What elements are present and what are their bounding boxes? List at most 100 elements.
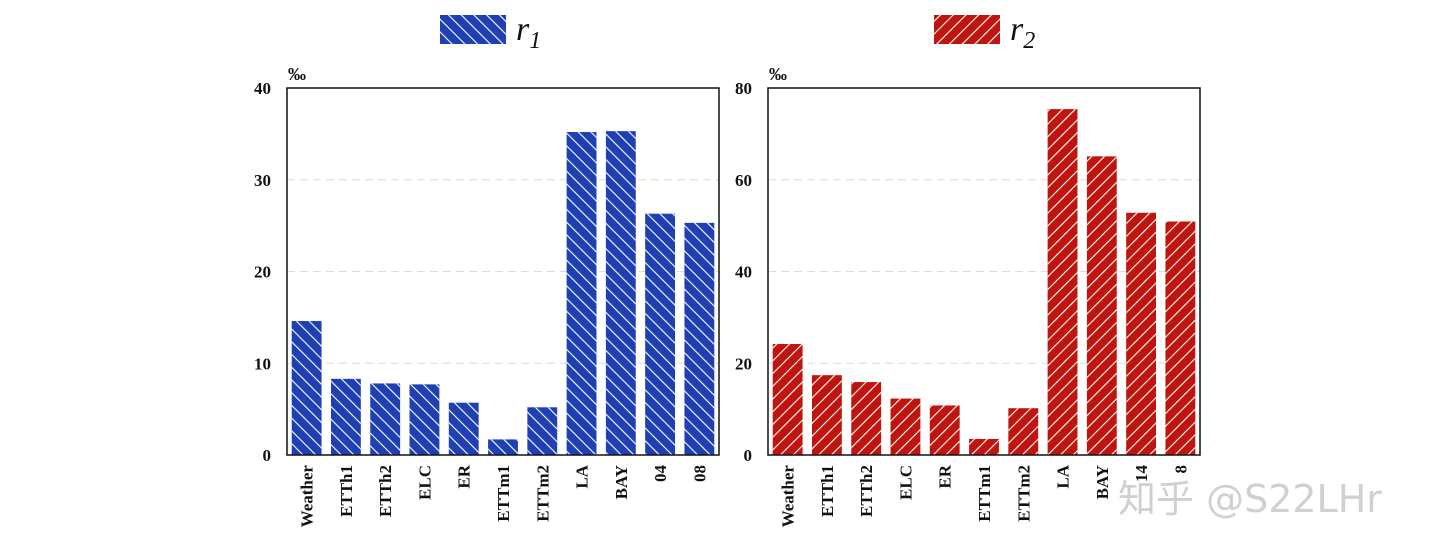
chart-r2-bar bbox=[1165, 221, 1196, 455]
chart-r1-bar-hatch bbox=[448, 402, 479, 455]
chart-r1-frame bbox=[286, 87, 720, 456]
chart-r1-xtick-label: ETTm1 bbox=[494, 465, 513, 522]
chart-r1-xtick-label: LA bbox=[573, 464, 592, 488]
chart-r2-bar bbox=[929, 405, 960, 455]
chart-r1-bar-hatch bbox=[684, 222, 715, 455]
chart-r2-xtick-label: 14 bbox=[1132, 465, 1151, 483]
chart-r1-grid bbox=[287, 179, 719, 364]
chart-r1-bar-hatch bbox=[527, 407, 558, 455]
chart-r1-bar-hatch bbox=[291, 321, 322, 455]
watermark: 知乎 @S22LHr bbox=[1118, 477, 1382, 521]
chart-r2-ytick-label: 40 bbox=[735, 263, 752, 282]
chart-r2-ytick-label: 60 bbox=[735, 171, 752, 190]
chart-r1-bar bbox=[684, 222, 715, 455]
legend-label-r1-base: r bbox=[516, 11, 530, 48]
chart-r2: 0 20 40 60 80 Weather ETTh1 ETTh2 ELC ER ETTm1 ETT… bbox=[735, 64, 1201, 527]
chart-r1-bar bbox=[605, 131, 636, 455]
chart-r1-xtick-label: BAY bbox=[612, 465, 631, 499]
chart-r1-xtick-label: ETTh1 bbox=[337, 465, 356, 517]
chart-r2-bar bbox=[969, 438, 999, 455]
chart-r1-xticks: Weather ETTh1 ETTh2 ELC ER ETTm1 ETTm2 LA BAY 04 0… bbox=[298, 464, 710, 527]
chart-r1-xtick-label: 08 bbox=[690, 465, 709, 482]
legend-swatch-r1-hatch bbox=[440, 15, 506, 44]
chart-r1-bar-hatch bbox=[605, 131, 636, 455]
chart-r1-ytick-label: 20 bbox=[254, 263, 271, 282]
chart-r2-bars bbox=[772, 109, 1196, 455]
chart-r1-bar bbox=[448, 402, 479, 455]
chart-r1-bar-hatch bbox=[645, 213, 676, 455]
chart-r2-bar bbox=[851, 382, 882, 455]
chart-r2-bar bbox=[890, 398, 921, 455]
chart-r1-xtick-label: ETTm2 bbox=[533, 465, 552, 522]
chart-r1-bar bbox=[370, 383, 401, 455]
chart-r2-bar-hatch bbox=[811, 375, 842, 455]
chart-r2-unit-label: ‰ bbox=[769, 64, 787, 84]
chart-r2-bar bbox=[1047, 109, 1078, 455]
chart-r2-bar-hatch bbox=[772, 343, 803, 455]
chart-r2-bar bbox=[811, 375, 842, 455]
chart-r2-ytick-label: 0 bbox=[744, 446, 753, 465]
chart-r1-unit-label: ‰ bbox=[288, 64, 306, 84]
chart-r2-bar-hatch bbox=[929, 405, 960, 455]
chart-r1-ytick-label: 40 bbox=[254, 79, 271, 98]
chart-r2-bar-hatch bbox=[851, 382, 882, 455]
chart-r2-bar-hatch bbox=[1086, 156, 1117, 455]
legend: r1 r2 bbox=[440, 11, 1035, 54]
chart-r2-xtick-label: ETTm1 bbox=[975, 465, 994, 522]
chart-r2-xtick-label: ETTm2 bbox=[1014, 465, 1033, 522]
chart-r2-xtick-label: 8 bbox=[1171, 465, 1190, 474]
chart-r2-ytick-label: 80 bbox=[735, 79, 752, 98]
legend-item-r1: r1 bbox=[440, 11, 541, 54]
chart-r1-bar-hatch bbox=[370, 383, 401, 455]
chart-r1-bar bbox=[488, 439, 518, 455]
chart-r2-bar-hatch bbox=[969, 438, 999, 455]
chart-r2-bar bbox=[772, 343, 803, 455]
legend-item-r2: r2 bbox=[934, 11, 1035, 54]
legend-label-r2-base: r bbox=[1010, 11, 1024, 48]
chart-r1-xtick-label: ER bbox=[455, 464, 474, 488]
chart-r1-xtick-label: ELC bbox=[415, 465, 434, 500]
chart-r2-bar-hatch bbox=[890, 398, 921, 455]
chart-r1: 0 10 20 30 40 Weather ETTh1 ETTh2 ELC ER ETTm1 ETT… bbox=[254, 64, 720, 527]
chart-r1-ytick-label: 30 bbox=[254, 171, 271, 190]
chart-r2-xtick-label: ETTh1 bbox=[818, 465, 837, 517]
chart-r1-bar bbox=[409, 384, 440, 455]
chart-r2-bar bbox=[1086, 156, 1117, 455]
chart-r1-bar bbox=[291, 321, 322, 455]
chart-r1-xtick-label: ETTh2 bbox=[376, 465, 395, 517]
chart-r2-yticks: 0 20 40 60 80 bbox=[735, 79, 752, 465]
chart-r1-bar bbox=[330, 378, 361, 455]
chart-r2-bar bbox=[1008, 408, 1039, 455]
chart-r1-bar bbox=[645, 213, 676, 455]
chart-r2-bar-hatch bbox=[1008, 408, 1039, 455]
legend-label-r2: r2 bbox=[1010, 11, 1035, 54]
chart-r1-bar-hatch bbox=[488, 439, 518, 455]
chart-r2-bar bbox=[1126, 212, 1157, 455]
chart-r1-bar-hatch bbox=[566, 132, 597, 456]
legend-label-r2-sub: 2 bbox=[1023, 28, 1035, 54]
chart-r1-ytick-label: 0 bbox=[263, 446, 272, 465]
chart-r2-xtick-label: ER bbox=[936, 464, 955, 488]
chart-r1-bar bbox=[566, 132, 597, 456]
chart-r2-ytick-label: 20 bbox=[735, 354, 752, 373]
legend-label-r1-sub: 1 bbox=[529, 28, 541, 54]
chart-r1-bar-hatch bbox=[409, 384, 440, 455]
chart-r1-xtick-label: Weather bbox=[298, 465, 317, 528]
chart-r2-frame bbox=[767, 87, 1201, 456]
chart-r1-bars bbox=[291, 131, 715, 456]
legend-label-r1: r1 bbox=[516, 11, 541, 54]
chart-r2-bar-hatch bbox=[1126, 212, 1157, 455]
chart-r1-xtick-label: 04 bbox=[651, 465, 670, 483]
chart-r2-xtick-label: LA bbox=[1054, 464, 1073, 488]
legend-swatch-r2-hatch bbox=[934, 15, 1000, 44]
chart-r2-bar-hatch bbox=[1165, 221, 1196, 455]
chart-r2-bar-hatch bbox=[1047, 109, 1078, 455]
chart-r1-ytick-label: 10 bbox=[254, 354, 271, 373]
chart-r2-xtick-label: BAY bbox=[1093, 465, 1112, 499]
chart-r2-xtick-label: Weather bbox=[779, 465, 798, 528]
chart-r1-bar-hatch bbox=[330, 378, 361, 455]
chart-r1-bar bbox=[527, 407, 558, 455]
chart-r2-xtick-label: ELC bbox=[896, 465, 915, 500]
chart-r2-xticks: Weather ETTh1 ETTh2 ELC ER ETTm1 ETTm2 LA BAY 14 8 bbox=[779, 464, 1191, 527]
